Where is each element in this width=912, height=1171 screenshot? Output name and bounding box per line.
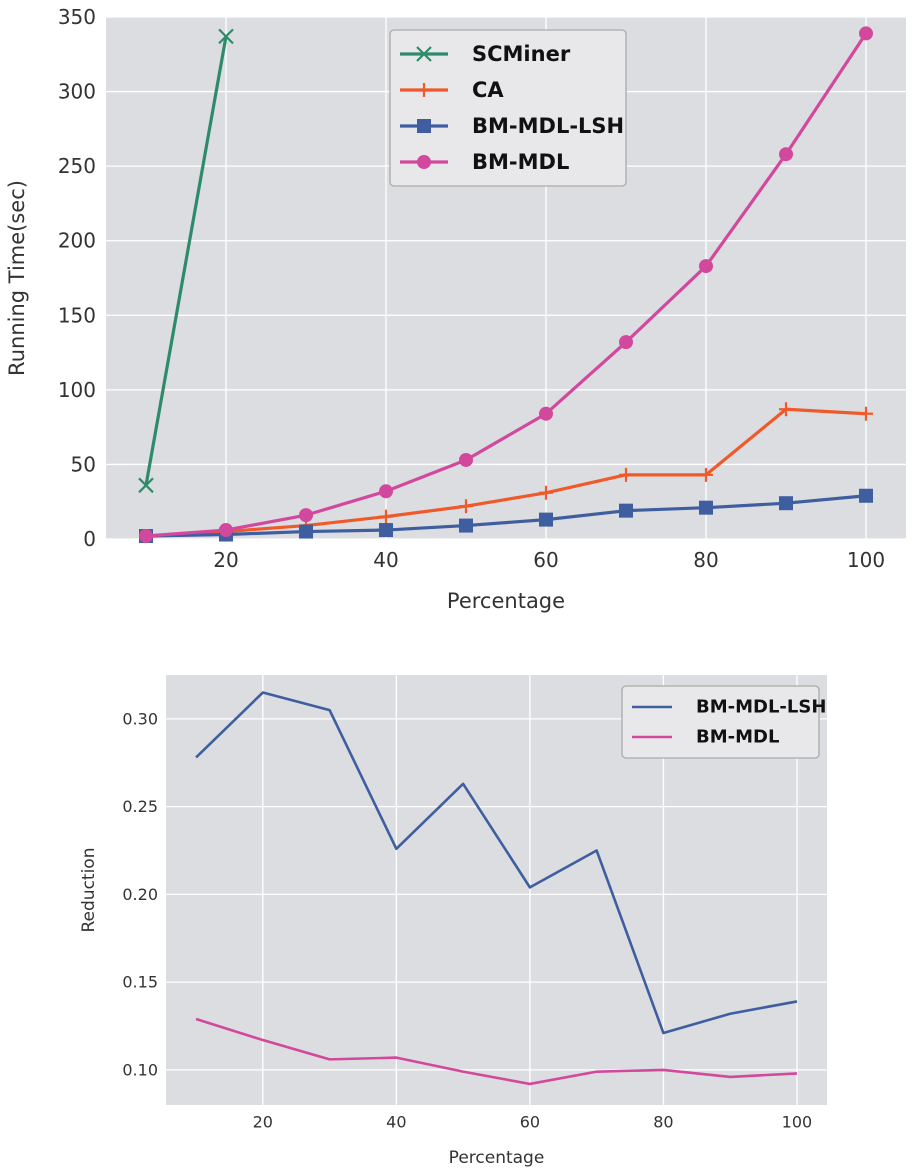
data-point — [138, 477, 154, 494]
x-tick-label: 80 — [693, 548, 718, 572]
y-tick-label: 100 — [58, 378, 96, 402]
y-axis-label: Running Time(sec) — [5, 180, 29, 376]
data-point — [459, 452, 473, 467]
data-point — [417, 83, 431, 97]
legend-item: BM-MDL-LSH — [400, 114, 624, 138]
y-tick-label: 0.15 — [122, 973, 158, 992]
y-tick-label: 300 — [58, 80, 96, 104]
data-point — [299, 508, 313, 523]
data-point — [379, 484, 393, 499]
x-tick-label: 60 — [520, 1112, 540, 1131]
legend-item: CA — [400, 78, 504, 102]
y-tick-label: 150 — [58, 303, 96, 327]
legend-label: BM-MDL-LSH — [696, 697, 826, 718]
data-point — [416, 46, 432, 62]
y-tick-label: 0.30 — [122, 709, 158, 728]
x-tick-label: 20 — [253, 1112, 273, 1131]
data-point — [139, 529, 153, 544]
marker-stroke — [218, 28, 234, 45]
tick-labels: 0.10 0.15 0.20 0.25 0.30 20 40 60 80 100 — [122, 709, 812, 1131]
data-point — [299, 524, 313, 539]
data-point — [859, 26, 873, 41]
running-time-chart: 0 50 100 150 200 250 300 350 20 40 60 80 100 Percenta… — [5, 5, 906, 613]
series-markers-scminer — [138, 28, 234, 494]
y-tick-label: 250 — [58, 154, 96, 178]
legend-label: CA — [472, 78, 504, 102]
x-axis-label: Percentage — [449, 1148, 545, 1168]
x-tick-label: 100 — [847, 548, 885, 572]
data-point — [539, 512, 553, 527]
series-markers-bm-mdl — [139, 26, 873, 544]
legend: BM-MDL-LSH BM-MDL — [621, 685, 826, 759]
data-point — [459, 518, 473, 533]
y-tick-label: 350 — [58, 5, 96, 29]
y-axis-label: Reduction — [79, 848, 99, 933]
series-line-bm-mdl-lsh — [145, 494, 867, 538]
data-point — [459, 499, 473, 514]
legend-item: SCMiner — [400, 42, 571, 66]
x-tick-label: 80 — [653, 1112, 673, 1131]
marker-stroke — [138, 477, 154, 494]
x-tick-label: 40 — [386, 1112, 406, 1131]
y-tick-label: 200 — [58, 229, 96, 253]
data-point — [699, 500, 713, 515]
series-line-bm-mdl-lsh — [195, 691, 798, 1035]
reduction-chart: 0.10 0.15 0.20 0.25 0.30 20 40 60 80 100 Percentag… — [79, 675, 827, 1168]
legend-box — [621, 685, 820, 759]
data-point — [859, 406, 873, 421]
legend-label: BM-MDL — [472, 150, 569, 174]
y-tick-label: 0.20 — [122, 885, 158, 904]
x-tick-label: 60 — [533, 548, 558, 572]
x-axis-label: Percentage — [447, 589, 565, 613]
series-markers-bm-mdl-lsh — [139, 488, 873, 544]
series-line-ca — [145, 407, 867, 538]
legend-label: BM-MDL-LSH — [472, 114, 624, 138]
series-group — [138, 26, 873, 544]
marker-stroke — [416, 46, 432, 62]
tick-labels: 0 50 100 150 200 250 300 350 20 40 60 80 100 — [58, 5, 885, 572]
legend-item: BM-MDL-LSH — [632, 697, 826, 718]
legend-label: SCMiner — [472, 42, 571, 66]
legend-item: BM-MDL — [400, 150, 569, 174]
data-point — [779, 147, 793, 162]
y-tick-label: 0 — [83, 527, 96, 551]
series-line-scminer — [144, 36, 228, 486]
y-tick-label: 0.10 — [122, 1060, 158, 1079]
data-point — [859, 488, 873, 503]
data-point — [619, 467, 633, 482]
legend-box — [389, 29, 627, 187]
legend-item: BM-MDL — [632, 727, 779, 748]
data-point — [699, 467, 713, 482]
data-point — [417, 155, 431, 169]
data-point — [779, 402, 793, 417]
data-point — [619, 335, 633, 350]
series-line-bm-mdl — [195, 1017, 798, 1086]
series-group — [195, 691, 798, 1086]
y-tick-label: 50 — [71, 452, 96, 476]
x-tick-label: 40 — [373, 548, 398, 572]
data-point — [539, 406, 553, 421]
data-point — [619, 503, 633, 518]
legend: SCMiner CA BM-MDL-LSH BM-MDL — [389, 29, 627, 187]
x-tick-label: 100 — [782, 1112, 813, 1131]
data-point — [539, 485, 553, 500]
grid — [106, 16, 906, 540]
data-point — [218, 28, 234, 45]
legend-label: BM-MDL — [696, 727, 779, 748]
data-point — [417, 119, 431, 133]
series-line-bm-mdl — [145, 32, 868, 538]
x-tick-label: 20 — [213, 548, 238, 572]
data-point — [699, 259, 713, 274]
data-point — [779, 496, 793, 511]
data-point — [379, 523, 393, 538]
data-point — [219, 523, 233, 538]
y-tick-label: 0.25 — [122, 797, 158, 816]
data-point — [379, 509, 393, 524]
